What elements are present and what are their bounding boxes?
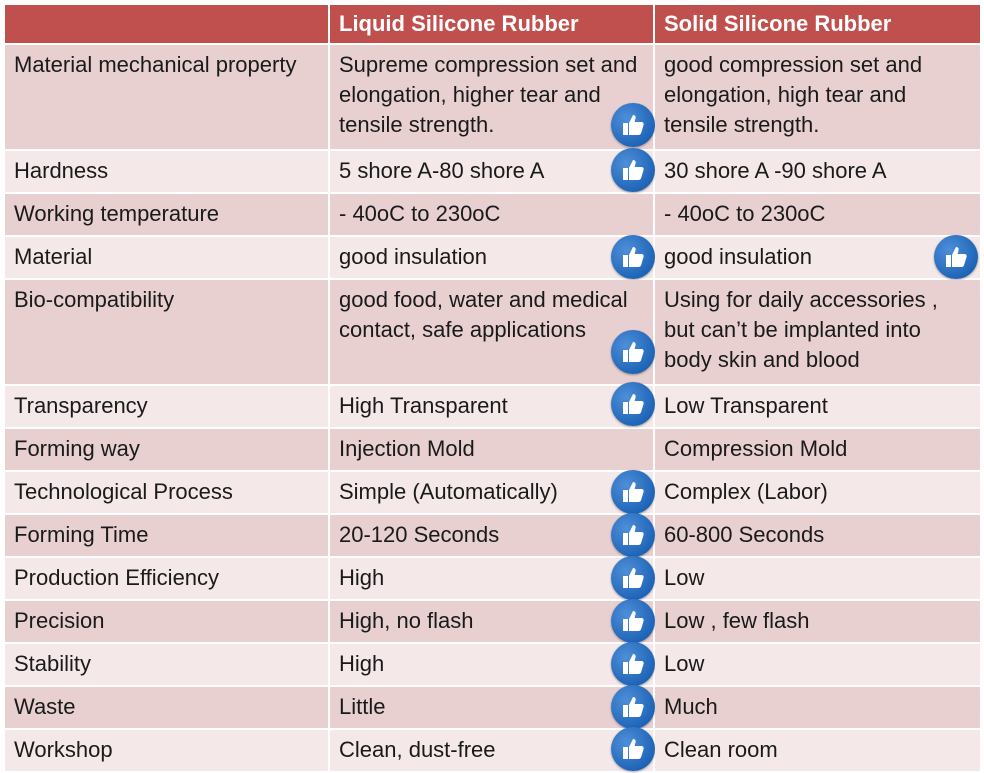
liquid-cell: - 40oC to 230oC	[330, 194, 655, 235]
table-row: Material good insulation good insulation	[5, 235, 980, 280]
thumbs-up-icon	[611, 513, 655, 557]
liquid-cell: High Transparent	[330, 382, 655, 427]
liquid-cell: good food, water and medical contact, sa…	[330, 280, 655, 384]
table-row: Production Efficiency High Low	[5, 556, 980, 601]
liquid-cell-text: Simple (Automatically)	[339, 479, 558, 504]
thumbs-up-icon	[611, 235, 655, 279]
table-row: Workshop Clean, dust-free Clean room	[5, 727, 980, 773]
property-cell: Workshop	[5, 730, 330, 771]
liquid-cell: Little	[330, 685, 655, 729]
thumbs-up-icon	[611, 103, 655, 147]
liquid-cell-text: 20-120 Seconds	[339, 522, 500, 547]
property-cell: Technological Process	[5, 472, 330, 513]
thumbs-up-icon	[611, 727, 655, 771]
liquid-cell-text: High Transparent	[339, 393, 508, 418]
property-cell: Transparency	[5, 386, 330, 427]
thumbs-up-icon	[611, 470, 655, 514]
liquid-cell-text: Little	[339, 694, 386, 719]
comparison-table: Liquid Silicone Rubber Solid Silicone Ru…	[5, 5, 980, 773]
table-row: Material mechanical property Supreme com…	[5, 45, 980, 151]
liquid-cell: Supreme compression set and elongation, …	[330, 45, 655, 149]
solid-cell: Low	[655, 644, 980, 685]
liquid-cell: Clean, dust-free	[330, 727, 655, 771]
thumbs-up-icon	[611, 685, 655, 729]
header-cell-solid: Solid Silicone Rubber	[655, 5, 980, 43]
table-row: Forming way Injection Mold Compression M…	[5, 429, 980, 472]
property-cell: Production Efficiency	[5, 558, 330, 599]
liquid-cell: good insulation	[330, 235, 655, 279]
liquid-cell: High	[330, 556, 655, 600]
liquid-cell-text: High	[339, 565, 385, 590]
table-row: Bio-compatibility good food, water and m…	[5, 280, 980, 386]
thumbs-up-icon	[611, 599, 655, 643]
liquid-cell-text: 5 shore A-80 shore A	[339, 158, 545, 183]
liquid-cell-text: High, no flash	[339, 608, 474, 633]
liquid-cell-text: High	[339, 651, 385, 676]
solid-cell-text: good insulation	[664, 244, 813, 269]
property-cell: Precision	[5, 601, 330, 642]
property-cell: Working temperature	[5, 194, 330, 235]
property-cell: Bio-compatibility	[5, 280, 330, 384]
property-cell: Stability	[5, 644, 330, 685]
thumbs-up-icon	[611, 642, 655, 686]
property-cell: Material	[5, 237, 330, 278]
property-cell: Forming Time	[5, 515, 330, 556]
table-row: Stability High Low	[5, 642, 980, 687]
table-row: Transparency High Transparent Low Transp…	[5, 382, 980, 429]
property-cell: Material mechanical property	[5, 45, 330, 149]
table-header-row: Liquid Silicone Rubber Solid Silicone Ru…	[5, 5, 980, 45]
table-row: Forming Time 20-120 Seconds 60-800 Secon…	[5, 513, 980, 558]
liquid-cell: Injection Mold	[330, 429, 655, 470]
solid-cell: Using for daily accessories , but can’t …	[655, 280, 980, 384]
table-row: Working temperature - 40oC to 230oC - 40…	[5, 194, 980, 237]
thumbs-up-icon	[611, 330, 655, 374]
thumbs-up-icon	[611, 556, 655, 600]
table-row: Precision High, no flash Low , few flash	[5, 599, 980, 644]
solid-cell: good compression set and elongation, hig…	[655, 45, 980, 149]
table-row: Technological Process Simple (Automatica…	[5, 470, 980, 515]
liquid-cell: Simple (Automatically)	[330, 470, 655, 514]
solid-cell: Compression Mold	[655, 429, 980, 470]
liquid-cell: 20-120 Seconds	[330, 513, 655, 557]
liquid-cell-text: good insulation	[339, 244, 488, 269]
solid-cell: - 40oC to 230oC	[655, 194, 980, 235]
thumbs-up-icon	[934, 235, 978, 279]
thumbs-up-icon	[611, 382, 655, 426]
solid-cell: Low	[655, 558, 980, 599]
solid-cell: 60-800 Seconds	[655, 515, 980, 556]
header-cell-liquid: Liquid Silicone Rubber	[330, 5, 655, 43]
liquid-cell: 5 shore A-80 shore A	[330, 148, 655, 192]
solid-cell: 30 shore A -90 shore A	[655, 151, 980, 192]
solid-cell: Low , few flash	[655, 601, 980, 642]
table-row: Hardness 5 shore A-80 shore A 30 shore A…	[5, 148, 980, 194]
solid-cell: Clean room	[655, 730, 980, 771]
solid-cell: Much	[655, 687, 980, 728]
solid-cell: Complex (Labor)	[655, 472, 980, 513]
solid-cell: good insulation	[655, 235, 980, 279]
table-row: Waste Little Much	[5, 685, 980, 730]
solid-cell: Low Transparent	[655, 386, 980, 427]
property-cell: Hardness	[5, 151, 330, 192]
header-cell-property	[5, 5, 330, 43]
liquid-cell: High	[330, 642, 655, 686]
property-cell: Waste	[5, 687, 330, 728]
property-cell: Forming way	[5, 429, 330, 470]
thumbs-up-icon	[611, 148, 655, 192]
liquid-cell-text: Supreme compression set and elongation, …	[339, 52, 638, 137]
liquid-cell-text: good food, water and medical contact, sa…	[339, 287, 628, 342]
liquid-cell: High, no flash	[330, 599, 655, 643]
